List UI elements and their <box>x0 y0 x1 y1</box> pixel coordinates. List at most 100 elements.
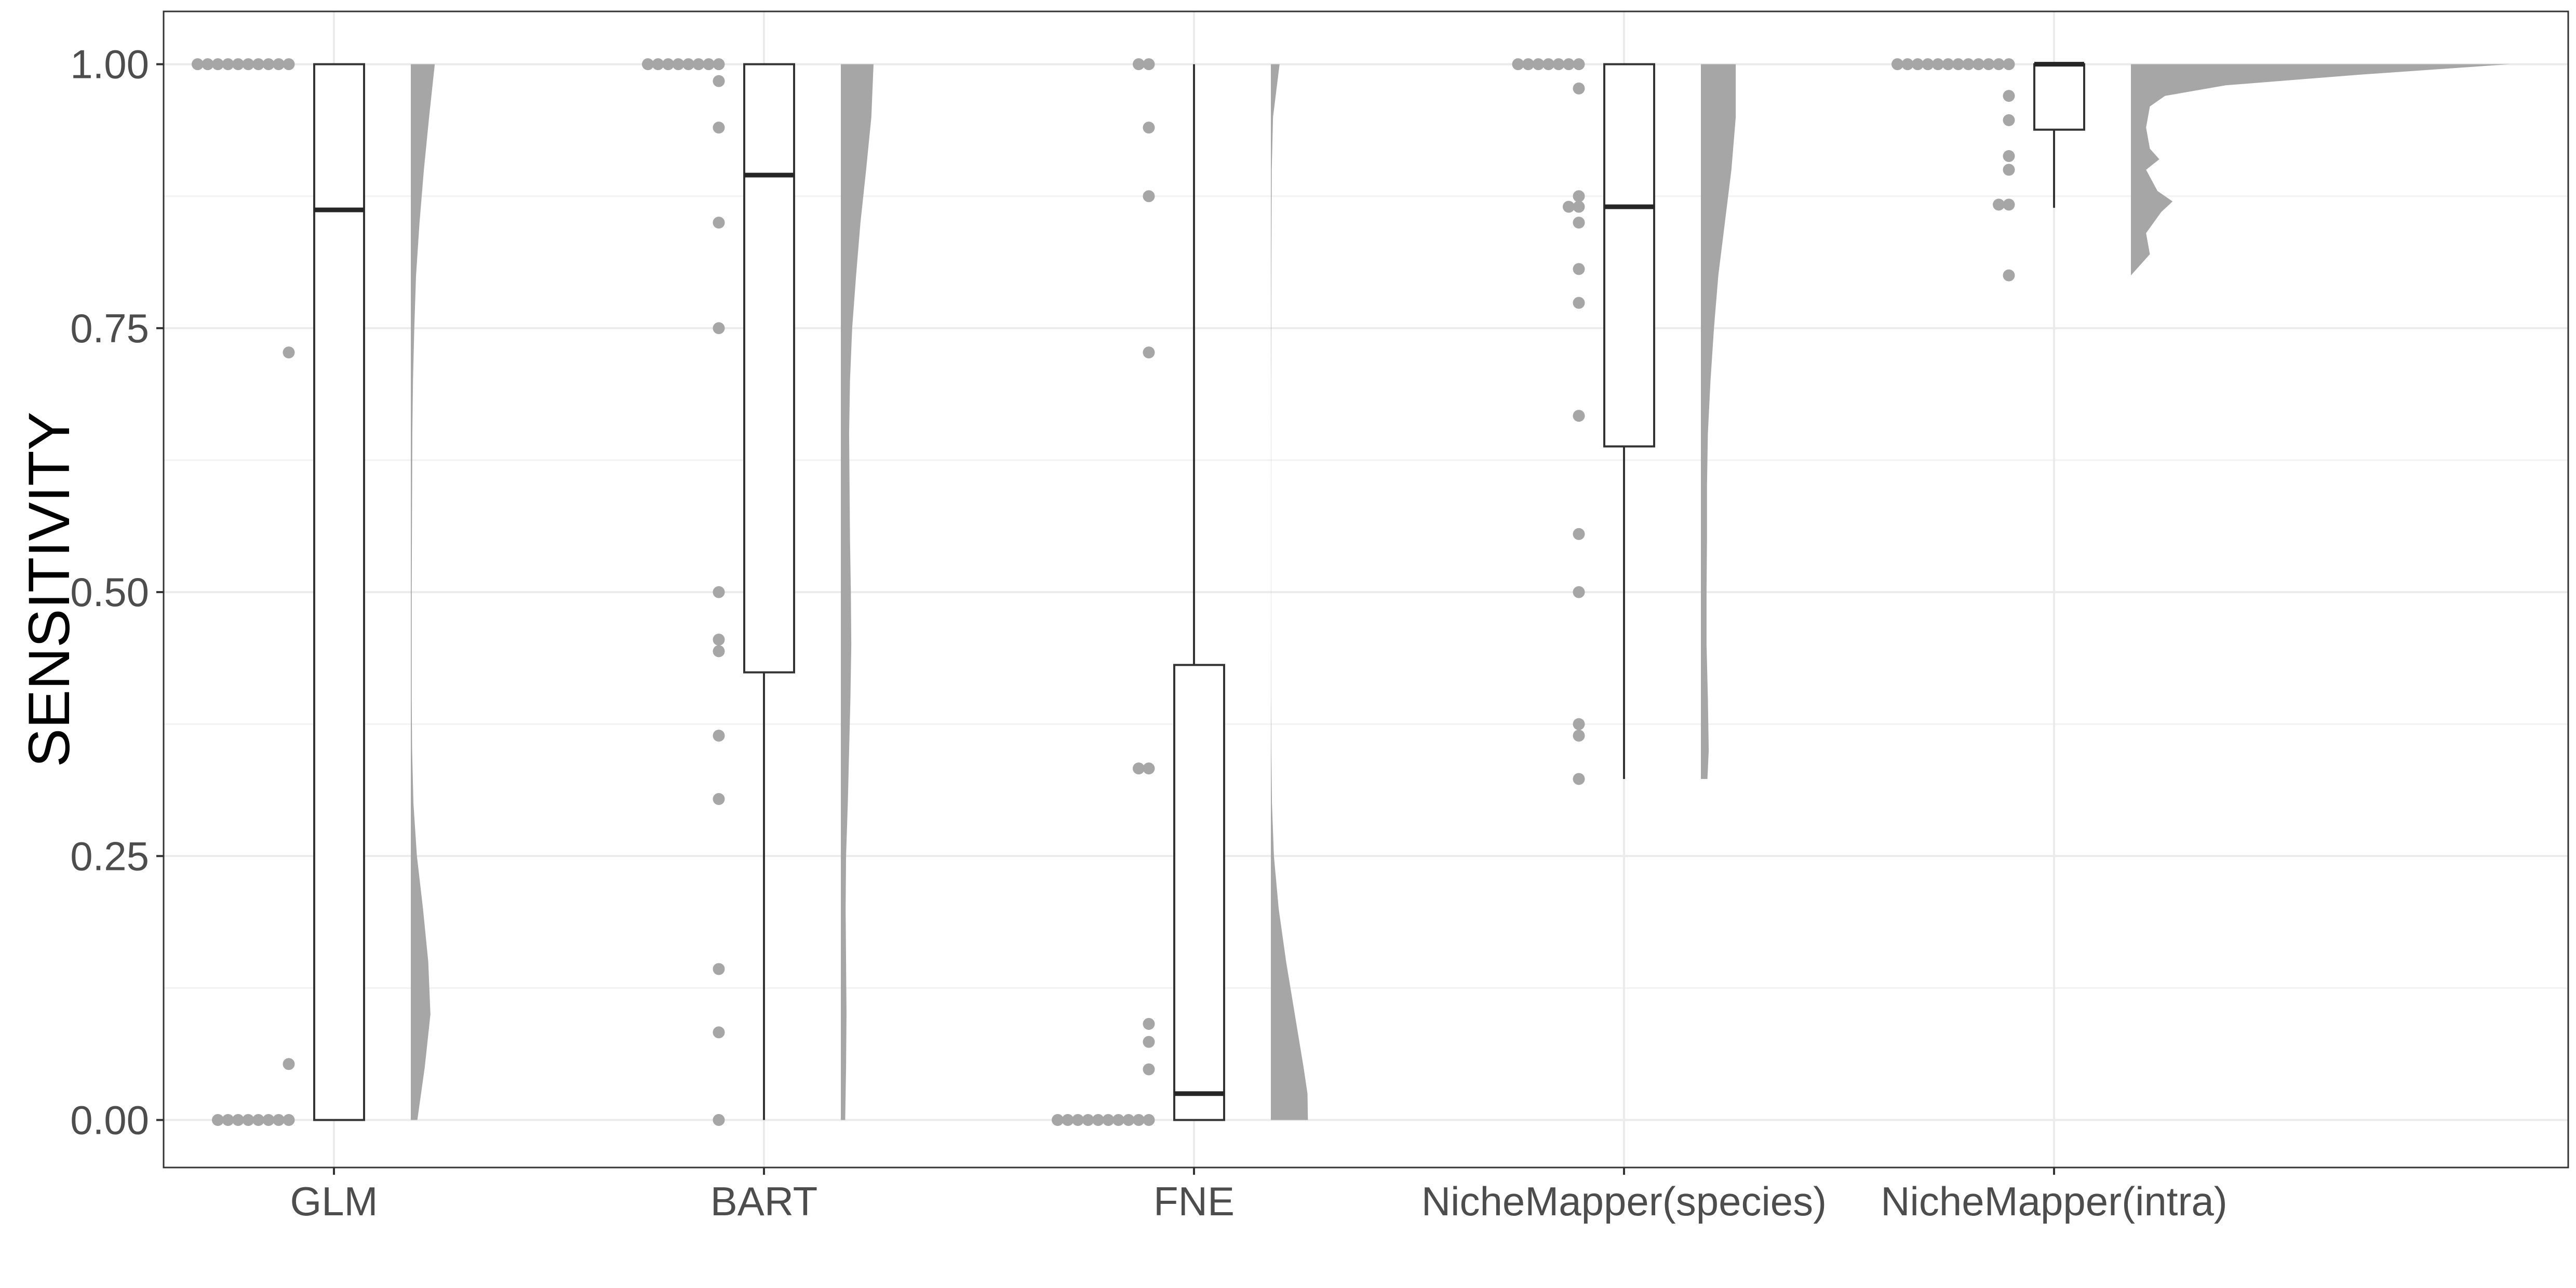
data-point <box>1143 762 1155 775</box>
data-point <box>1573 528 1585 540</box>
data-point <box>1143 1018 1155 1030</box>
density-area <box>2131 64 2510 276</box>
data-point <box>252 58 264 71</box>
y-tick-label: 1.00 <box>70 42 149 87</box>
data-point <box>232 1114 244 1126</box>
y-tick-label: 0.25 <box>70 833 149 879</box>
data-point <box>283 1058 295 1070</box>
series-nichemapper-intra- <box>1891 58 2510 281</box>
data-point <box>1082 1114 1094 1126</box>
data-point <box>1133 762 1145 775</box>
data-point <box>1573 58 1585 71</box>
data-point <box>713 963 725 975</box>
data-point <box>1512 58 1524 71</box>
data-point <box>1962 58 1975 71</box>
series-glm <box>192 58 435 1126</box>
data-point <box>1133 1114 1145 1126</box>
y-axis-title: SENSITIVITY <box>17 412 82 768</box>
data-point <box>713 586 725 598</box>
panel-border <box>163 10 2569 1169</box>
data-point <box>1143 190 1155 203</box>
data-point <box>682 58 694 71</box>
chart-marks <box>192 58 2510 1126</box>
data-point <box>2003 150 2015 163</box>
data-point <box>283 1114 295 1126</box>
data-point <box>1573 190 1585 203</box>
data-point <box>1092 1114 1104 1126</box>
data-point <box>1573 773 1585 785</box>
data-point <box>1143 1114 1155 1126</box>
y-tick-label: 0.50 <box>70 569 149 615</box>
data-point <box>1143 1063 1155 1076</box>
data-point <box>1942 58 1954 71</box>
data-point <box>1143 1036 1155 1048</box>
data-point <box>192 58 204 71</box>
data-point <box>713 122 725 134</box>
data-point <box>1573 200 1585 213</box>
density-area <box>841 64 874 1120</box>
data-point <box>713 634 725 646</box>
x-tick-label: GLM <box>290 1178 378 1224</box>
box <box>1603 63 1655 448</box>
box <box>2033 63 2085 131</box>
data-point <box>1122 1114 1135 1126</box>
box <box>743 63 795 674</box>
data-point <box>1542 58 1554 71</box>
data-point <box>1532 58 1545 71</box>
data-point <box>1573 263 1585 275</box>
data-point <box>273 58 285 71</box>
data-point <box>283 346 295 359</box>
data-point <box>713 793 725 806</box>
data-point <box>1573 82 1585 95</box>
data-point <box>1891 58 1903 71</box>
data-point <box>232 58 244 71</box>
data-point <box>1072 1114 1084 1126</box>
data-point <box>262 1114 275 1126</box>
x-tick-label: NicheMapper(intra) <box>1881 1178 2228 1224</box>
data-point <box>2003 198 2015 211</box>
data-point <box>212 58 224 71</box>
data-point <box>1932 58 1944 71</box>
data-point <box>1952 58 1964 71</box>
data-point <box>1563 58 1575 71</box>
data-point <box>1973 58 1984 71</box>
data-point <box>1901 58 1914 71</box>
data-point <box>2003 58 2015 71</box>
data-point <box>1522 58 1534 71</box>
data-point <box>713 730 725 742</box>
density-area <box>411 64 435 1120</box>
data-point <box>2003 269 2015 281</box>
data-point <box>212 1114 224 1126</box>
data-point <box>1573 297 1585 309</box>
box <box>313 63 365 1121</box>
data-point <box>283 58 295 71</box>
data-point <box>1982 58 1995 71</box>
data-point <box>1143 58 1155 71</box>
x-tick-label: BART <box>710 1178 818 1224</box>
data-point <box>1062 1114 1074 1126</box>
y-tick-label: 0.75 <box>70 305 149 351</box>
series-bart <box>642 58 874 1126</box>
data-point <box>713 1114 725 1126</box>
data-point <box>222 58 234 71</box>
data-point <box>713 58 725 71</box>
x-tick-label: NicheMapper(species) <box>1421 1178 1827 1224</box>
data-point <box>1573 718 1585 730</box>
data-point <box>672 58 685 71</box>
data-point <box>252 1114 264 1126</box>
series-nichemapper-species- <box>1512 58 1736 785</box>
data-point <box>713 645 725 658</box>
data-point <box>713 1026 725 1039</box>
density-area <box>1271 64 1308 1120</box>
x-tick-label: FNE <box>1153 1178 1235 1224</box>
y-tick-label: 0.00 <box>70 1097 149 1143</box>
series-fne <box>1052 58 1308 1126</box>
data-point <box>703 58 715 71</box>
data-point <box>2003 90 2015 102</box>
data-point <box>2003 164 2015 176</box>
data-point <box>713 217 725 229</box>
data-point <box>1143 346 1155 359</box>
data-point <box>1143 122 1155 134</box>
data-point <box>262 58 275 71</box>
data-point <box>1912 58 1924 71</box>
